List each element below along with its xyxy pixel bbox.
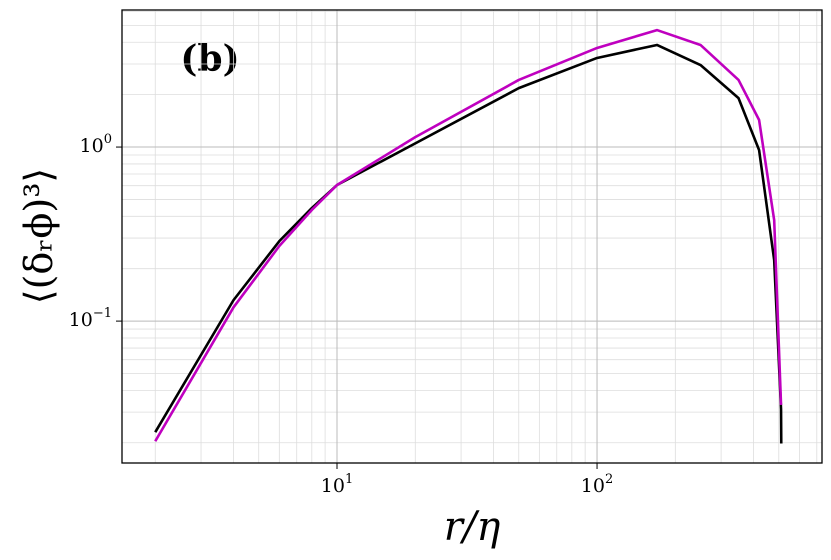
y-tick-label: 100: [80, 132, 112, 158]
x-tick-exponent: 2: [605, 472, 613, 487]
y-tick-label: 10−1: [69, 306, 112, 332]
y-tick-exponent: −1: [93, 306, 112, 321]
x-tick-base: 10: [581, 475, 605, 497]
x-tick-label: 102: [581, 472, 613, 498]
annotation: (b): [180, 38, 239, 80]
x-axis-label: r/η: [444, 504, 501, 550]
x-tick-base: 10: [321, 475, 345, 497]
x-tick-exponent: 1: [345, 472, 353, 487]
y-axis-label: ⟨(δᵣϕ)³⟩: [17, 168, 61, 305]
y-tick-base: 10: [69, 309, 93, 331]
data-line: [154, 43, 783, 444]
x-tick-label: 101: [321, 472, 353, 498]
y-tick-exponent: 0: [104, 132, 112, 147]
data-line: [154, 28, 783, 442]
y-tick-base: 10: [80, 135, 104, 157]
plot-frame: [121, 9, 823, 464]
